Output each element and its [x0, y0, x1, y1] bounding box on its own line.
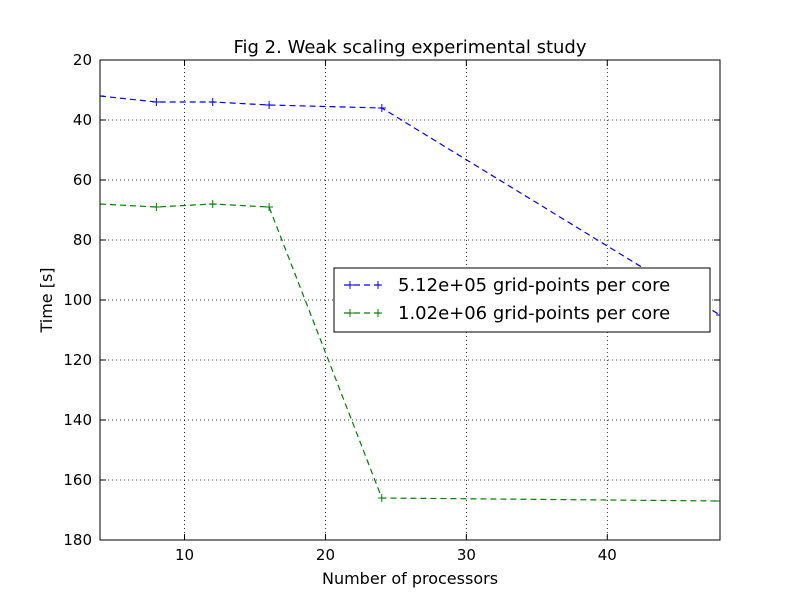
- series-1-point: [377, 104, 386, 112]
- legend-label: 1.02e+06 grid-points per core: [398, 303, 670, 324]
- y-tick-label: 140: [63, 411, 92, 429]
- legend-item: 5.12e+05 grid-points per core: [344, 275, 670, 296]
- x-tick-label: 30: [457, 546, 476, 564]
- x-tick-label: 20: [316, 546, 335, 564]
- series-1-point: [208, 98, 217, 106]
- series-2: [100, 200, 720, 505]
- axis-ticks: 10 20 30 40 20 40 60 80 100 120 140 160 180: [63, 51, 720, 564]
- series-2-point: [716, 497, 720, 505]
- y-tick-label: 40: [73, 111, 92, 129]
- legend: 5.12e+05 grid-points per core 1.02e+06 gr…: [333, 267, 711, 333]
- series-2-point: [208, 200, 217, 208]
- x-tick-label: 10: [175, 546, 194, 564]
- legend-box: [333, 267, 711, 333]
- series-1-point: [716, 311, 720, 319]
- x-tick-label: 40: [598, 546, 617, 564]
- y-tick-label: 160: [63, 471, 92, 489]
- y-tick-label: 120: [63, 351, 92, 369]
- legend-item: 1.02e+06 grid-points per core: [344, 303, 670, 324]
- x-axis-label: Number of processors: [322, 569, 498, 588]
- series-1-point: [100, 92, 104, 100]
- series-1-point: [152, 98, 161, 106]
- series-2-point: [265, 203, 274, 211]
- series-1: [100, 92, 720, 319]
- chart-title: Fig 2. Weak scaling experimental study: [233, 37, 586, 58]
- plot-series: [100, 92, 720, 505]
- y-tick-label: 180: [63, 531, 92, 549]
- y-tick-label: 100: [63, 291, 92, 309]
- y-tick-label: 80: [73, 231, 92, 249]
- y-axis-label: Time [s]: [37, 267, 56, 333]
- series-1-line: [100, 95, 720, 316]
- series-1-point: [265, 101, 274, 109]
- series-2-line: [100, 203, 720, 502]
- series-2-point: [152, 203, 161, 211]
- legend-label: 5.12e+05 grid-points per core: [398, 275, 670, 296]
- series-2-point: [100, 200, 104, 208]
- series-2-point: [377, 494, 386, 502]
- y-tick-label: 60: [73, 171, 92, 189]
- y-tick-label: 20: [73, 51, 92, 69]
